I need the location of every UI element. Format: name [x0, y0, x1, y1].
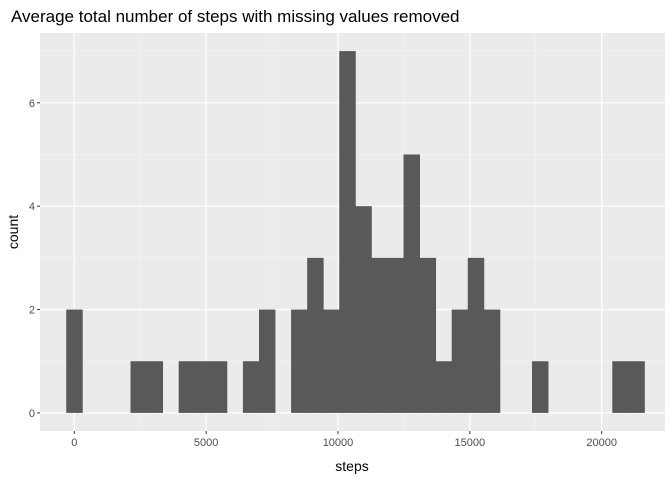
- histogram-bar: [178, 361, 196, 413]
- histogram-bar: [371, 257, 388, 413]
- x-tick-label: 5000: [194, 437, 218, 449]
- histogram-bar: [435, 361, 453, 413]
- histogram-bar: [194, 361, 212, 413]
- histogram-bar: [467, 257, 485, 413]
- histogram-bars: [66, 51, 645, 413]
- histogram-bar: [66, 309, 83, 413]
- histogram-bar: [355, 206, 372, 413]
- y-axis: 0 2 4 6: [29, 98, 40, 420]
- histogram-bar: [612, 361, 629, 413]
- x-tick-label: 15000: [455, 437, 486, 449]
- histogram-bar: [387, 257, 404, 413]
- histogram-bar: [532, 361, 549, 413]
- histogram-bar: [291, 309, 308, 413]
- histogram-bar: [242, 361, 260, 413]
- histogram-bar: [628, 361, 645, 413]
- x-tick-label: 20000: [586, 437, 617, 449]
- histogram-bar: [483, 309, 501, 413]
- y-tick-label: 0: [29, 408, 35, 420]
- x-axis: 0 5000 10000 15000 20000: [71, 431, 617, 449]
- x-axis-title: steps: [335, 458, 368, 474]
- y-tick-label: 6: [29, 98, 35, 110]
- y-axis-title: count: [5, 215, 21, 249]
- histogram-bar: [451, 309, 469, 413]
- y-tick-label: 2: [29, 305, 35, 317]
- chart-title: Average total number of steps with missi…: [11, 7, 460, 26]
- histogram-bar: [403, 154, 420, 413]
- histogram-bar: [419, 257, 437, 413]
- histogram-bar: [130, 361, 147, 413]
- histogram-bar: [210, 361, 228, 413]
- y-tick-label: 4: [29, 201, 35, 213]
- histogram-bar: [258, 309, 276, 413]
- histogram-bar: [146, 361, 164, 413]
- histogram-bar: [323, 309, 340, 413]
- x-tick-label: 10000: [323, 437, 354, 449]
- x-tick-label: 0: [71, 437, 77, 449]
- histogram-bar: [307, 257, 324, 413]
- histogram-bar: [339, 51, 356, 413]
